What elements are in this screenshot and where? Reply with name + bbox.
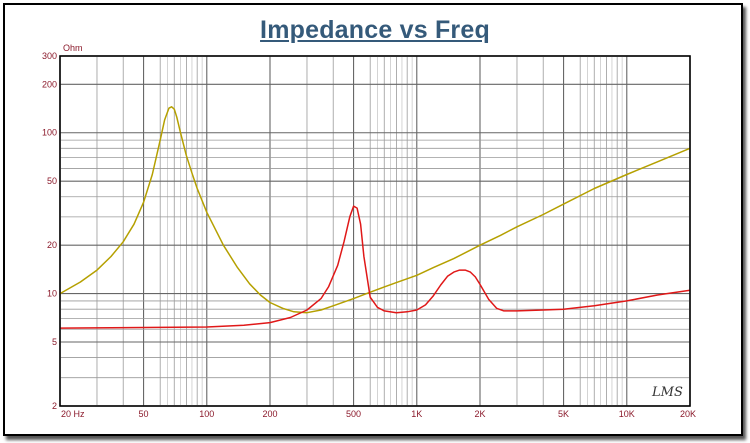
grid xyxy=(60,56,690,406)
x-tick-label: 20 Hz xyxy=(61,409,85,419)
series-line-2 xyxy=(59,205,691,329)
x-tick-label: 500 xyxy=(346,409,361,419)
y-tick-label: 300 xyxy=(42,51,57,61)
x-tick-label: 20K xyxy=(680,409,696,419)
y-tick-label: 10 xyxy=(47,289,57,299)
y-tick-labels: 300 200 100 50 20 10 5 2 xyxy=(42,51,57,411)
y-tick-label: 200 xyxy=(42,79,57,89)
series-group xyxy=(59,106,691,329)
y-tick-label: 100 xyxy=(42,128,57,138)
y-unit-label: Ohm xyxy=(63,43,83,53)
lms-annotation: LMS xyxy=(651,385,683,400)
chart-title: Impedance vs Freq xyxy=(260,16,490,44)
x-tick-label: 2K xyxy=(474,409,485,419)
x-tick-label: 1K xyxy=(411,409,422,419)
x-tick-label: 10K xyxy=(619,409,635,419)
y-tick-label: 50 xyxy=(47,176,57,186)
y-tick-label: 20 xyxy=(47,240,57,250)
x-tick-label: 100 xyxy=(199,409,214,419)
x-tick-label: 5K xyxy=(558,409,569,419)
series-line-1 xyxy=(59,106,691,314)
x-tick-label: 200 xyxy=(262,409,277,419)
y-tick-label: 2 xyxy=(52,401,57,411)
plot-border xyxy=(59,55,691,407)
x-tick-labels: 20 Hz 50 100 200 500 1K 2K 5K 10K 20K xyxy=(61,409,696,419)
y-tick-label: 5 xyxy=(52,337,57,347)
plot-area xyxy=(59,55,691,407)
x-tick-label: 50 xyxy=(139,409,149,419)
